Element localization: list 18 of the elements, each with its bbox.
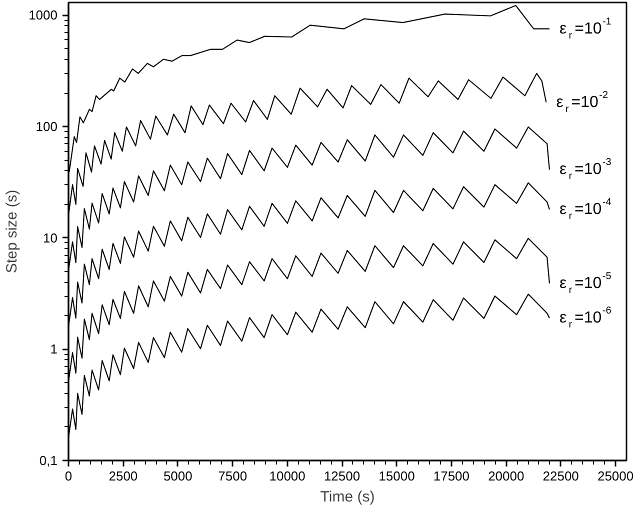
y-tick-label: 0,1 xyxy=(39,453,58,468)
x-tick-label: 2500 xyxy=(108,468,138,484)
x-tick-label: 7500 xyxy=(218,468,248,484)
x-tick-label: 5000 xyxy=(163,468,192,484)
y-tick-label: 1000 xyxy=(28,8,58,23)
x-tick-label: 0 xyxy=(64,468,72,484)
x-tick-label: 17500 xyxy=(433,468,470,484)
x-tick-label: 12500 xyxy=(324,468,360,484)
y-tick-label: 1 xyxy=(50,342,58,357)
x-tick-label: 15000 xyxy=(378,468,415,484)
x-tick-label: 25000 xyxy=(597,468,634,484)
x-axis-title: Time (s) xyxy=(320,488,375,506)
x-tick-label: 10000 xyxy=(269,468,306,484)
y-tick-label: 100 xyxy=(36,119,58,134)
x-tick-label: 20000 xyxy=(488,468,524,484)
y-tick-label: 10 xyxy=(43,230,58,246)
x-tick-label: 22500 xyxy=(542,468,579,484)
y-axis-title: Step size (s) xyxy=(4,190,21,274)
